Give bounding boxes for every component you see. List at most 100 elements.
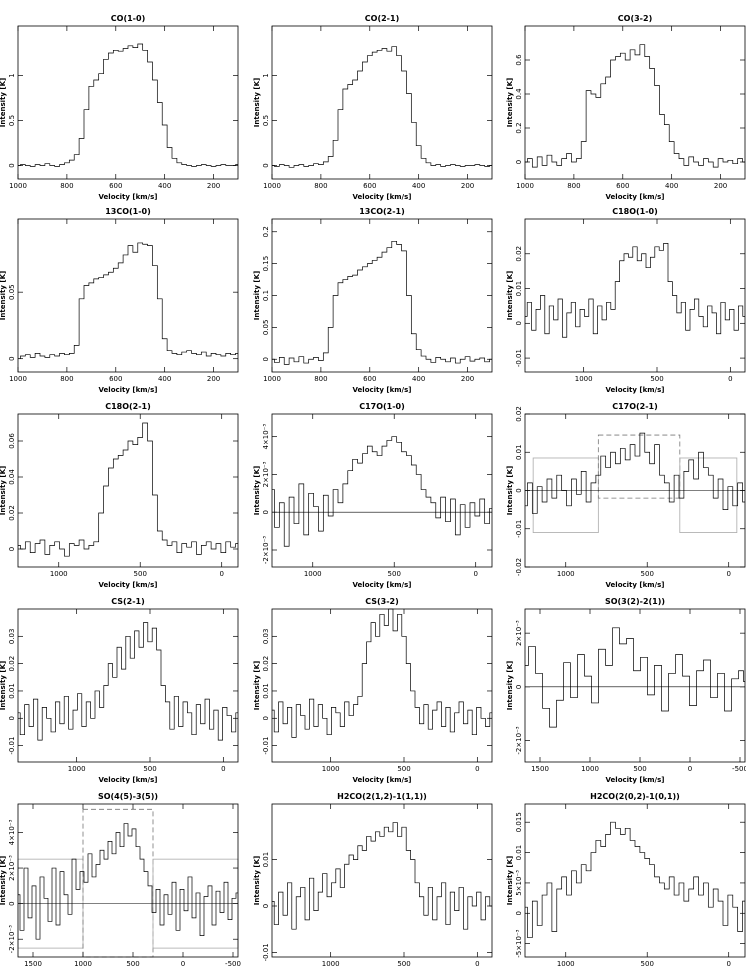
- spectrum-line: [18, 242, 238, 360]
- y-tick-label: 0.01: [515, 281, 523, 297]
- x-tick-label: 400: [665, 182, 678, 190]
- x-tick-label: 0: [726, 570, 730, 578]
- x-tick-label: 1000: [263, 375, 281, 383]
- x-axis-label: Velocity [km/s]: [99, 193, 158, 201]
- y-tick-label: 5×10⁻³: [515, 870, 523, 896]
- y-tick-label: 0.5: [8, 115, 16, 126]
- x-tick-label: 1000: [557, 960, 575, 968]
- x-tick-label: 1000: [68, 765, 86, 773]
- y-tick-label: -0.01: [515, 349, 523, 367]
- y-axis-label: Intensity [K]: [506, 271, 514, 320]
- plot-frame: [17, 413, 239, 568]
- spectrum-line: [18, 43, 238, 167]
- y-tick-label: 0: [515, 488, 523, 492]
- y-tick-label: 0: [262, 716, 270, 720]
- x-tick-label: 600: [363, 182, 376, 190]
- x-tick-label: 600: [616, 182, 629, 190]
- y-tick-label: 2×10⁻³: [8, 855, 16, 881]
- spectrum-panel: H2CO(2(0,2)-1(0,1)) 1000 500 0 -5×10⁻³ 0 5×10⁻…: [506, 792, 746, 968]
- y-tick-label: 0.01: [515, 444, 523, 460]
- y-tick-label: 0.03: [262, 629, 270, 645]
- spectrum-panel: C18O(1-0) 1000 500 0 -0.01 0 0.01 0.02 Velocity …: [506, 207, 746, 394]
- spectrum-line: [272, 46, 492, 168]
- plot-frame: [17, 803, 239, 958]
- y-tick-label: -0.01: [262, 737, 270, 755]
- x-axis-label: Velocity [km/s]: [353, 776, 412, 784]
- spectrum-panel: SO(3(2)-2(1)) 1500 1000 500 0 -500 -2×10⁻³ 0 2×1…: [506, 597, 746, 784]
- x-tick-label: 800: [60, 375, 73, 383]
- y-axis-label: Intensity [K]: [506, 661, 514, 710]
- panel-title: SO(4(5)-3(5)): [98, 792, 158, 801]
- spectrum-panel: CO(1-0) 1000 800 600 400 200 0 0.5 1 Velocity [km…: [0, 14, 239, 201]
- y-tick-label: 0.015: [515, 812, 523, 832]
- panel-title: CO(1-0): [111, 14, 145, 23]
- y-tick-label: 0.03: [8, 629, 16, 645]
- x-tick-label: 1000: [263, 182, 281, 190]
- y-tick-label: 0.1: [262, 290, 270, 301]
- x-tick-label: 600: [109, 182, 122, 190]
- x-axis-label: Velocity [km/s]: [353, 581, 412, 589]
- y-tick-label: 0.02: [8, 656, 16, 672]
- y-tick-label: 0: [262, 163, 270, 167]
- panel-title: H2CO(2(1,2)-1(1,1)): [337, 792, 427, 801]
- x-tick-label: 1000: [516, 182, 534, 190]
- y-tick-label: 0.04: [8, 469, 16, 485]
- x-tick-label: 1000: [557, 570, 575, 578]
- panel-title: CO(3-2): [618, 14, 652, 23]
- plot-frame: [17, 25, 239, 180]
- x-tick-label: 1500: [531, 765, 549, 773]
- y-tick-label: 0: [515, 911, 523, 915]
- velocity-window-box: [82, 808, 154, 958]
- y-tick-label: 0.02: [262, 656, 270, 672]
- x-axis-label: Velocity [km/s]: [99, 581, 158, 589]
- spectrum-line: [18, 823, 238, 940]
- x-tick-label: 1000: [322, 960, 340, 968]
- x-axis-label: Velocity [km/s]: [606, 776, 665, 784]
- spectrum-panel: CS(2-1) 1000 500 0 -0.01 0 0.01 0.02 0.03 Velocit…: [0, 597, 239, 784]
- y-tick-label: 0.02: [515, 406, 523, 422]
- y-axis-label: Intensity [K]: [0, 271, 7, 320]
- x-tick-label: 500: [388, 570, 401, 578]
- y-tick-label: 0.6: [515, 54, 523, 66]
- y-tick-label: 0.02: [515, 246, 523, 262]
- panel-title: H2CO(2(0,2)-1(0,1)): [590, 792, 680, 801]
- y-tick-label: 0: [262, 357, 270, 361]
- y-tick-label: 0: [515, 160, 523, 164]
- y-tick-label: 0: [8, 356, 16, 360]
- spectrum-panel: 13CO(2-1) 1000 800 600 400 200 0 0.05 0.1 0.15 0.2…: [253, 207, 493, 394]
- panel-title: 13CO(2-1): [359, 207, 405, 216]
- y-axis-label: Intensity [K]: [253, 78, 261, 127]
- x-tick-label: 400: [158, 375, 171, 383]
- y-tick-label: 1: [8, 73, 16, 77]
- x-tick-label: 0: [728, 375, 732, 383]
- panel-title: C18O(2-1): [105, 402, 151, 411]
- x-tick-label: 0: [688, 765, 692, 773]
- plot-frame: [524, 25, 746, 180]
- y-tick-label: -2×10⁻³: [262, 536, 270, 564]
- x-tick-label: 0: [221, 765, 225, 773]
- spectrum-panel: H2CO(2(1,2)-1(1,1))10005000-0.0100.01Vel…: [253, 792, 493, 968]
- y-tick-label: 0: [515, 321, 523, 325]
- y-tick-label: 0.01: [515, 845, 523, 861]
- plot-frame: [271, 608, 493, 763]
- panel-title: 13CO(1-0): [105, 207, 151, 216]
- spectrum-panel: C17O(2-1) 1000 500 0 -0.02 -0.01 0 0.01 0.02 Velo…: [506, 402, 746, 589]
- panel-title: SO(3(2)-2(1)): [605, 597, 665, 606]
- spectrum-panel: CO(2-1) 1000 800 600 400 200 0 0.5 1 Velocity [km…: [253, 14, 493, 201]
- spectrum-panel: 13CO(1-0) 1000 800 600 400 200 0 0.05 Velocity […: [0, 207, 239, 394]
- spectrum-line: [272, 436, 492, 547]
- plot-frame: [524, 218, 746, 373]
- x-tick-label: 200: [461, 375, 474, 383]
- spectrum-line: [18, 422, 238, 557]
- y-tick-label: -2×10⁻³: [515, 726, 523, 754]
- y-axis-label: Intensity [K]: [506, 856, 514, 905]
- x-tick-label: 0: [475, 765, 479, 773]
- y-axis-label: Intensity [K]: [0, 466, 7, 515]
- y-tick-label: 0.4: [515, 88, 523, 100]
- spectrum-line: [525, 242, 745, 338]
- spectrum-panel: C18O(2-1) 1000 500 0 0 0.02 0.04 0.06 Velocity […: [0, 402, 239, 589]
- x-tick-label: 400: [412, 375, 425, 383]
- y-axis-label: Intensity [K]: [0, 661, 7, 710]
- x-tick-label: 500: [134, 570, 147, 578]
- y-tick-label: 0.06: [8, 433, 16, 449]
